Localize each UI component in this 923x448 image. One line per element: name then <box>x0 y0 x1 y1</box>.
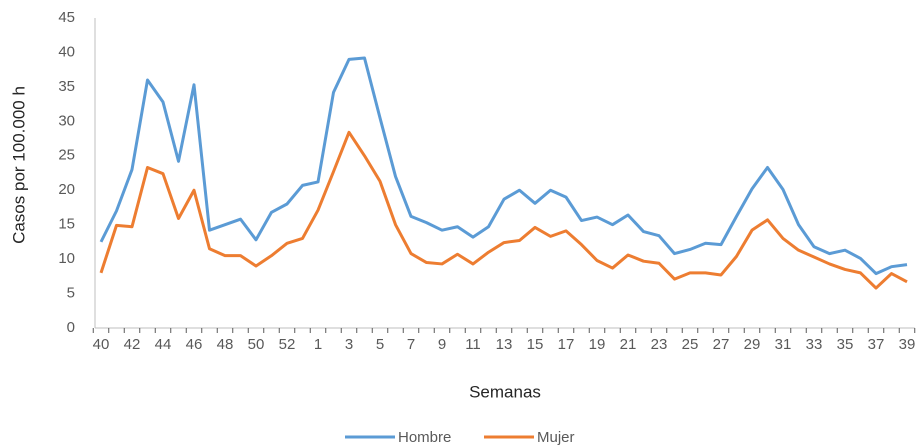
x-tick-label: 7 <box>407 336 415 353</box>
legend-label: Mujer <box>537 429 575 446</box>
x-tick-label: 29 <box>744 336 761 353</box>
x-axis-title: Semanas <box>469 382 541 401</box>
line-series <box>99 56 908 276</box>
x-tick-label: 33 <box>806 336 823 353</box>
y-tick-label: 20 <box>58 181 75 198</box>
x-tick-label: 52 <box>279 336 296 353</box>
x-tick-label: 11 <box>465 336 481 353</box>
x-tick-label: 48 <box>217 336 234 353</box>
x-tick-label: 35 <box>837 336 854 353</box>
x-tick-label: 46 <box>186 336 203 353</box>
legend-label: Hombre <box>398 429 451 446</box>
y-tick-label: 15 <box>58 216 75 233</box>
x-tick-label: 3 <box>345 336 353 353</box>
x-tick-label: 25 <box>682 336 699 353</box>
y-axis-title: Casos por 100.000 h <box>9 86 28 244</box>
x-tick-label: 17 <box>558 336 575 353</box>
x-tick-label: 23 <box>651 336 668 353</box>
x-tick-label: 42 <box>124 336 141 353</box>
y-tick-label: 30 <box>58 112 75 129</box>
x-tick-label: 31 <box>775 336 792 353</box>
x-tick-label: 9 <box>438 336 446 353</box>
y-tick-label: 10 <box>58 250 75 267</box>
y-tick-label: 0 <box>67 319 75 336</box>
y-tick-label: 45 <box>58 9 75 26</box>
x-tick-label: 39 <box>899 336 916 353</box>
x-tick-label: 50 <box>248 336 265 353</box>
y-tick-label: 5 <box>67 285 75 302</box>
x-tick-label: 21 <box>620 336 637 353</box>
line-series <box>99 130 908 290</box>
y-tick-label: 40 <box>58 43 75 60</box>
y-tick-label: 35 <box>58 78 75 95</box>
x-tick-label: 27 <box>713 336 730 353</box>
x-tick-label: 19 <box>589 336 606 353</box>
x-tick-label: 1 <box>314 336 322 353</box>
x-tick-label: 40 <box>93 336 110 353</box>
x-tick-label: 15 <box>527 336 544 353</box>
x-tick-label: 13 <box>496 336 513 353</box>
y-tick-label: 25 <box>58 147 75 164</box>
x-tick-label: 5 <box>376 336 384 353</box>
x-tick-label: 37 <box>868 336 885 353</box>
x-tick-label: 44 <box>155 336 172 353</box>
